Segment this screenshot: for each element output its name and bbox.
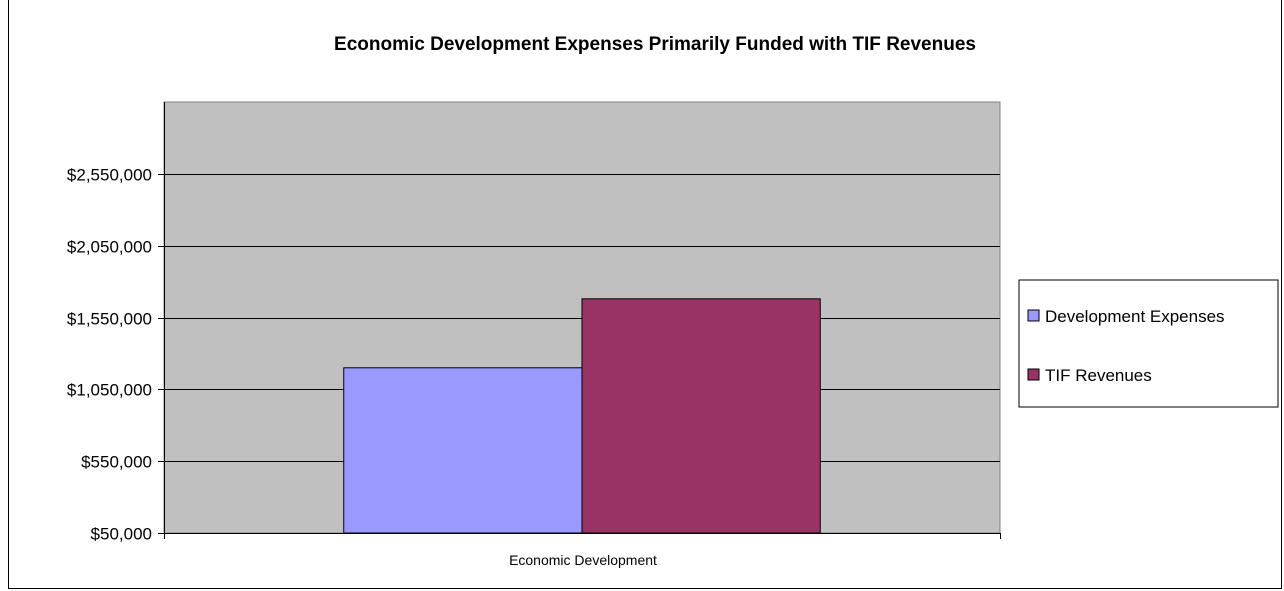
bar-tif-revenues	[581, 298, 821, 534]
bar-chart: Economic Development Expenses Primarily …	[67, 34, 1279, 568]
y-tick-label: $2,550,000	[67, 166, 152, 185]
bars	[343, 298, 821, 534]
legend-label-development-expenses: Development Expenses	[1045, 307, 1225, 326]
y-tick-label: $50,000	[91, 525, 152, 544]
legend-swatch-development-expenses	[1027, 309, 1040, 322]
y-tick-label: $1,550,000	[67, 310, 152, 329]
legend-label-tif-revenues: TIF Revenues	[1045, 366, 1152, 385]
chart-area: Economic Development Expenses Primarily …	[8, 0, 1282, 589]
axes: $50,000 $550,000 $1,050,000 $1,550,000 $2,05…	[67, 102, 1001, 544]
chart-title: Economic Development Expenses Primarily …	[334, 34, 976, 55]
y-tick-label: $550,000	[81, 453, 152, 472]
legend: Development Expenses TIF Revenues	[1018, 279, 1279, 408]
legend-box	[1018, 279, 1279, 408]
x-tick-label: Economic Development	[509, 552, 657, 568]
y-tick-label: $1,050,000	[67, 381, 152, 400]
legend-swatch-tif-revenues	[1027, 368, 1040, 381]
y-tick-label: $2,050,000	[67, 238, 152, 257]
bar-development-expenses	[343, 367, 583, 534]
